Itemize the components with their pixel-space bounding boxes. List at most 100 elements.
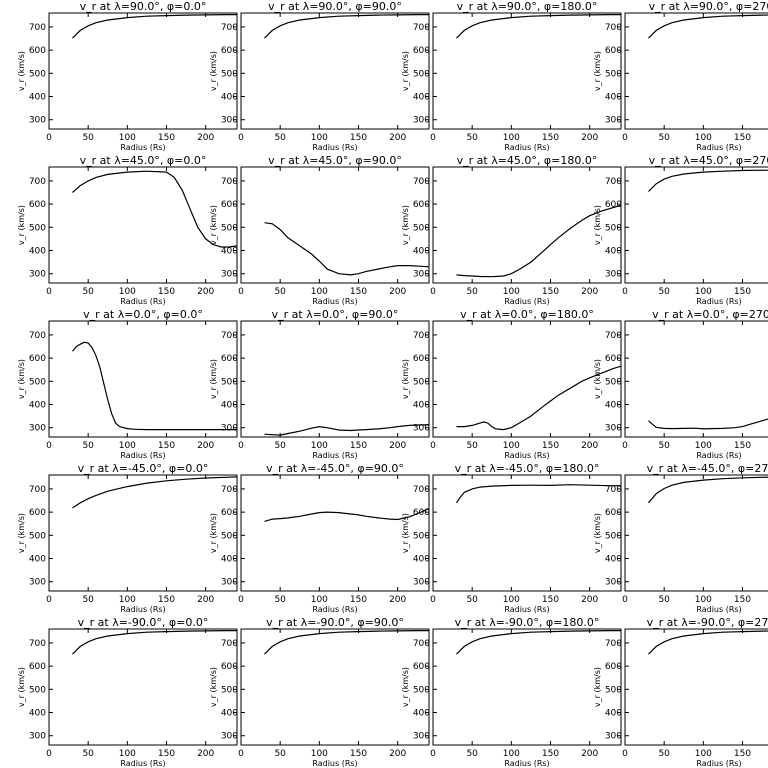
plot-frame: [624, 12, 768, 130]
y-tick-label: 400: [29, 709, 46, 719]
panel: v_r at λ=45.0°, φ=0.0° 0 50 100 150 200 300 400…: [17, 154, 238, 306]
y-tick-label: 500: [29, 685, 46, 695]
x-tick-label: 150: [542, 287, 559, 297]
x-tick-label: 0: [430, 287, 436, 297]
x-tick-label: 0: [238, 287, 244, 297]
plot-frame: [48, 628, 238, 746]
x-tick-label: 50: [274, 749, 286, 759]
x-tick-label: 0: [622, 287, 628, 297]
x-tick-label: 0: [430, 133, 436, 143]
x-tick-label: 50: [274, 133, 286, 143]
y-axis-label: v_r (km/s): [401, 205, 410, 245]
panel: v_r at λ=-90.0°, φ=180.0° 0 50 100 150 200 300…: [401, 616, 622, 768]
x-tick-label: 150: [350, 749, 367, 759]
x-tick-label: 100: [695, 749, 712, 759]
plot-frame: [624, 166, 768, 284]
x-axis-label: Radius (Rs): [696, 143, 741, 152]
y-tick-label: 300: [413, 270, 430, 280]
plot-frame: [432, 12, 622, 130]
y-tick-label: 300: [29, 270, 46, 280]
x-tick-label: 0: [430, 595, 436, 605]
y-tick-label: 500: [29, 223, 46, 233]
y-tick-label: 500: [605, 69, 622, 79]
x-tick-label: 150: [350, 287, 367, 297]
panel-title: v_r at λ=-45.0°, φ=270.0°: [647, 462, 768, 475]
y-tick-label: 400: [605, 401, 622, 411]
x-tick-label: 100: [503, 441, 520, 451]
x-tick-label: 100: [311, 595, 328, 605]
y-tick-label: 700: [29, 639, 46, 649]
x-tick-label: 0: [46, 287, 52, 297]
series-line: [264, 424, 429, 436]
y-tick-label: 500: [29, 377, 46, 387]
x-tick-label: 150: [542, 441, 559, 451]
y-tick-label: 700: [221, 485, 238, 495]
plot-frame: [432, 474, 622, 592]
x-tick-label: 150: [734, 287, 751, 297]
x-tick-label: 0: [430, 749, 436, 759]
y-tick-label: 500: [221, 685, 238, 695]
y-tick-label: 600: [29, 354, 46, 364]
x-tick-label: 50: [466, 441, 478, 451]
y-tick-label: 700: [29, 485, 46, 495]
x-tick-label: 150: [734, 595, 751, 605]
panel-title: v_r at λ=0.0°, φ=90.0°: [272, 308, 399, 321]
y-tick-label: 400: [605, 555, 622, 565]
panel-title: v_r at λ=-90.0°, φ=270.0°: [647, 616, 768, 629]
y-tick-label: 500: [605, 377, 622, 387]
y-tick-label: 600: [221, 508, 238, 518]
x-tick-label: 100: [119, 749, 136, 759]
x-axis-label: Radius (Rs): [504, 759, 549, 768]
y-tick-label: 600: [221, 46, 238, 56]
x-tick-label: 0: [238, 595, 244, 605]
series-line: [72, 629, 237, 655]
plot-frame: [432, 628, 622, 746]
x-axis-label: Radius (Rs): [504, 297, 549, 306]
y-tick-label: 300: [29, 578, 46, 588]
series-line: [72, 170, 238, 248]
y-tick-label: 400: [413, 709, 430, 719]
x-tick-label: 200: [389, 133, 406, 143]
y-tick-label: 300: [605, 116, 622, 126]
y-axis-label: v_r (km/s): [17, 513, 26, 553]
panel: v_r at λ=0.0°, φ=0.0° 0 50 100 150 200 300 400 5…: [17, 308, 238, 460]
y-tick-label: 600: [29, 662, 46, 672]
y-axis-label: v_r (km/s): [593, 205, 602, 245]
x-tick-label: 100: [695, 133, 712, 143]
x-tick-label: 100: [695, 287, 712, 297]
y-tick-label: 700: [605, 485, 622, 495]
x-tick-label: 200: [581, 749, 598, 759]
series-line: [456, 484, 621, 504]
x-tick-label: 0: [238, 749, 244, 759]
y-tick-label: 400: [413, 555, 430, 565]
y-axis-label: v_r (km/s): [17, 205, 26, 245]
x-tick-label: 50: [658, 133, 670, 143]
x-tick-label: 0: [430, 441, 436, 451]
x-tick-label: 150: [350, 133, 367, 143]
panel-title: v_r at λ=0.0°, φ=270.0°: [652, 308, 768, 321]
x-tick-label: 0: [622, 749, 628, 759]
x-tick-label: 100: [503, 749, 520, 759]
x-tick-label: 100: [119, 595, 136, 605]
y-axis-label: v_r (km/s): [593, 667, 602, 707]
x-axis-label: Radius (Rs): [120, 451, 165, 460]
x-axis-label: Radius (Rs): [312, 451, 357, 460]
x-tick-label: 200: [389, 749, 406, 759]
y-axis-label: v_r (km/s): [17, 359, 26, 399]
x-tick-label: 200: [197, 595, 214, 605]
x-tick-label: 50: [658, 595, 670, 605]
x-axis-label: Radius (Rs): [312, 605, 357, 614]
x-tick-label: 200: [581, 595, 598, 605]
y-tick-label: 500: [413, 223, 430, 233]
x-tick-label: 0: [622, 133, 628, 143]
x-tick-label: 50: [466, 749, 478, 759]
y-axis-label: v_r (km/s): [209, 359, 218, 399]
y-axis-label: v_r (km/s): [401, 513, 410, 553]
y-tick-label: 300: [413, 424, 430, 434]
x-tick-label: 100: [119, 287, 136, 297]
x-tick-label: 150: [734, 441, 751, 451]
y-tick-label: 400: [221, 247, 238, 257]
panel-title: v_r at λ=90.0°, φ=90.0°: [268, 0, 402, 13]
y-tick-label: 400: [413, 401, 430, 411]
